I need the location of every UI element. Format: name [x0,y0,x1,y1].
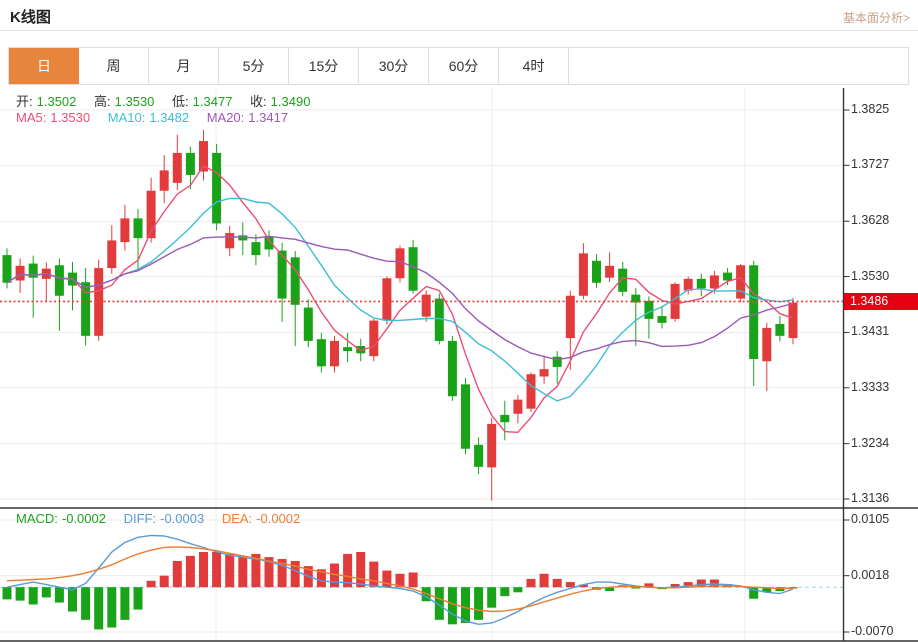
macd-legend: MACD: -0.0002 DIFF: -0.0003 DEA: -0.0002 [16,511,300,526]
price-axis-tick: 1.3136 [851,491,890,505]
tab-15min[interactable]: 15分 [289,48,359,84]
dea-label: DEA: [221,511,253,526]
title-divider [0,30,918,31]
price-axis-tick: 1.3727 [851,157,890,172]
open-value: 1.3502 [36,94,77,109]
ma10-value: 1.3482 [149,110,190,125]
close-value: 1.3490 [270,94,311,109]
open-label: 开: [16,94,33,109]
tab-4hour[interactable]: 4时 [499,48,569,84]
fundamental-analysis-link[interactable]: 基本面分析> [842,11,910,25]
price-axis-tick: 1.3431 [851,324,890,339]
high-value: 1.3530 [114,94,155,109]
last-price-tag: 1.3486 [844,293,918,310]
ma20-line [6,235,794,361]
ohlc-legend: 开: 1.3502 高: 1.3530 低: 1.3477 收: 1.3490 [16,91,310,110]
tab-day[interactable]: 日 [9,48,79,84]
price-axis-tick: 1.3628 [851,213,890,228]
diff-label: DIFF: [123,511,157,526]
ma5-value: 1.3530 [50,110,91,125]
low-value: 1.3477 [192,94,233,109]
macd-histogram [2,552,798,630]
candles-layer [2,129,798,501]
interval-tab-strip: 日周月 5分 15分 30分 60分 4时 [8,47,909,85]
price-axis-tick: 1.3825 [851,102,890,116]
price-axis-tick: 1.3530 [851,268,890,283]
tab-60min[interactable]: 60分 [429,48,499,84]
macd-label: MACD: [16,511,58,526]
dea-value: -0.0002 [256,511,301,526]
low-label: 低: [172,94,189,109]
tab-month[interactable]: 月 [149,48,219,84]
price-axis-tick: 1.3333 [851,379,890,394]
tab-week[interactable]: 周 [79,48,149,84]
ma10-label: MA10: [107,110,146,125]
high-label: 高: [94,94,111,109]
ma10-line [6,197,794,402]
page-title: K线图 [10,9,51,26]
ma20-label: MA20: [206,110,245,125]
price-axis-tick: 1.3234 [851,435,890,450]
macd-value: -0.0002 [61,511,106,526]
close-label: 收: [250,94,267,109]
dea-line [6,546,793,613]
ma5-line [6,165,794,434]
ma-legend: MA5: 1.3530 MA10: 1.3482 MA20: 1.3417 [16,110,288,125]
macd-axis-tick: 0.0105 [851,512,890,526]
ma5-label: MA5: [16,110,47,125]
tab-5min[interactable]: 5分 [219,48,289,84]
diff-value: -0.0003 [160,511,205,526]
tab-30min[interactable]: 30分 [359,48,429,84]
macd-axis-tick: 0.0018 [851,567,890,582]
macd-axis-tick: -0.0070 [851,624,894,638]
ma20-value: 1.3417 [248,110,289,125]
